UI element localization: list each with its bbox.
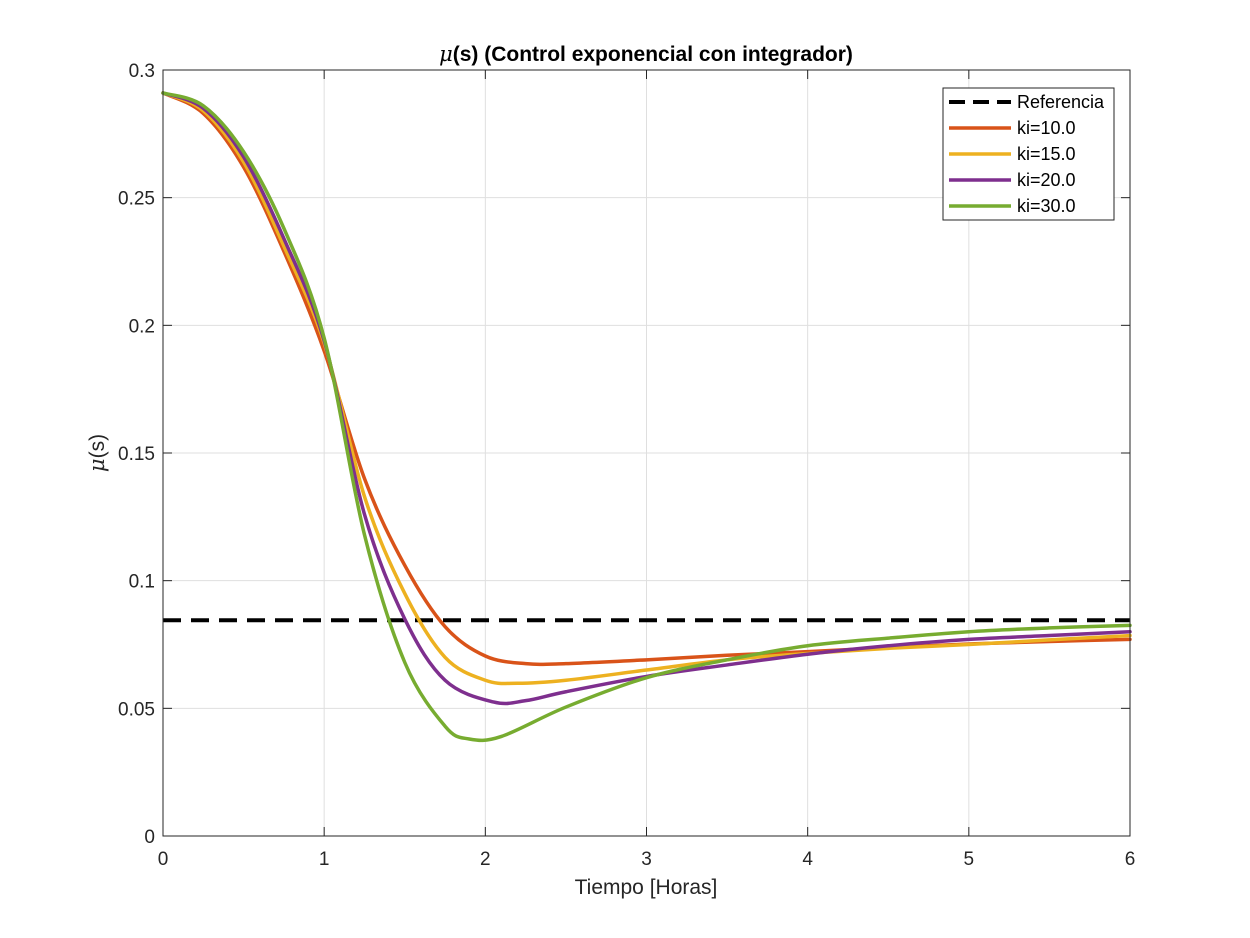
series-line-ki-15-0	[161, 91, 1132, 686]
y-axis-label-symbol: μ	[85, 458, 109, 472]
legend-label: ki=30.0	[1017, 196, 1076, 216]
y-tick-label: 0.15	[118, 444, 155, 465]
y-axis-label: μ(s)	[85, 434, 109, 472]
x-tick-label: 0	[158, 849, 169, 870]
series-layer	[161, 91, 1132, 743]
y-tick-label: 0.3	[129, 61, 155, 82]
y-tick-label: 0.2	[129, 316, 155, 337]
ticks: 0 1 2 3 4 5 6 0 0.05 0.1 0.15 0.2 0.25 0.3	[118, 61, 1135, 870]
y-tick-label: 0.05	[118, 699, 155, 720]
chart-title-symbol: μ	[439, 42, 453, 66]
x-tick-label: 4	[802, 849, 813, 870]
y-axis-label-text: (s)	[86, 434, 109, 459]
x-tick-label: 3	[641, 849, 652, 870]
series-line-ki-20-0	[161, 91, 1132, 706]
legend: Referencia ki=10.0 ki=15.0 ki=20.0 ki=30.0	[942, 87, 1115, 221]
legend-label: ki=15.0	[1017, 144, 1076, 164]
x-tick-label: 1	[319, 849, 330, 870]
legend-label: ki=10.0	[1017, 118, 1076, 138]
legend-label: Referencia	[1017, 92, 1105, 112]
chart-title: μ(s) (Control exponencial con integrador…	[439, 42, 853, 66]
x-axis-label: Tiempo [Horas]	[575, 876, 718, 899]
y-tick-label: 0.25	[118, 189, 155, 210]
x-tick-label: 6	[1125, 849, 1136, 870]
chart-title-text: (s) (Control exponencial con integrador)	[453, 43, 853, 66]
legend-label: ki=20.0	[1017, 170, 1076, 190]
x-tick-label: 2	[480, 849, 491, 870]
x-tick-label: 5	[964, 849, 975, 870]
y-tick-label: 0.1	[129, 572, 155, 593]
series-line-ki-30-0	[161, 91, 1132, 743]
y-tick-label: 0	[144, 827, 155, 848]
